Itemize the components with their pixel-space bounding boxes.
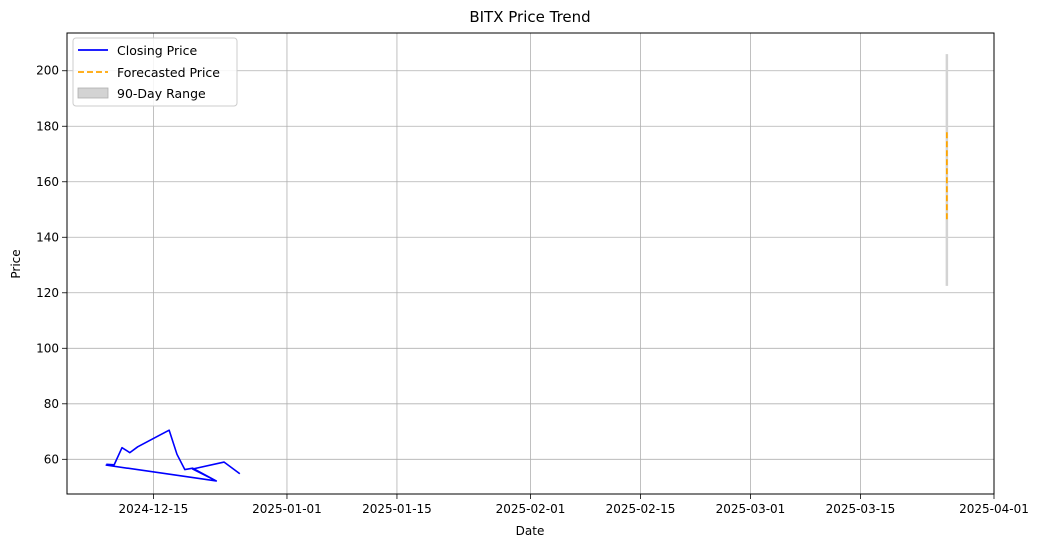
series-layer [105, 131, 948, 482]
y-axis-label: Price [9, 249, 23, 278]
legend-forecasted-price-label: Forecasted Price [117, 65, 220, 80]
y-tick-label-3: 120 [36, 286, 59, 300]
y-tick-label-6: 180 [36, 119, 59, 133]
x-tick-label-1: 2025-01-01 [252, 502, 322, 516]
x-tick-label-3: 2025-02-01 [496, 502, 566, 516]
x-tick-label-7: 2025-04-01 [959, 502, 1029, 516]
legend-frame [72, 37, 238, 107]
legend-range-swatch [77, 87, 109, 99]
series-line-0 [105, 429, 241, 482]
legend: Closing Price Forecasted Price 90-Day Ra… [72, 37, 238, 107]
x-axis-label: Date [516, 524, 545, 538]
y-tick-label-7: 200 [36, 64, 59, 78]
x-tick-label-5: 2025-03-01 [716, 502, 786, 516]
y-tick-label-2: 100 [36, 341, 59, 355]
y-tick-label-0: 60 [44, 452, 59, 466]
x-tick-label-0: 2024-12-15 [119, 502, 189, 516]
y-tick-layer: 60 80 100 120 140 160 180 200 [36, 64, 67, 466]
chart-title: BITX Price Trend [469, 8, 590, 26]
x-tick-label-2: 2025-01-15 [362, 502, 432, 516]
x-tick-layer: 2024-12-15 2025-01-01 2025-01-15 2025-02-01… [119, 494, 1029, 516]
x-tick-label-6: 2025-03-15 [826, 502, 896, 516]
legend-closing-price-label: Closing Price [117, 43, 197, 58]
y-tick-label-1: 80 [44, 397, 59, 411]
x-tick-label-4: 2025-02-15 [606, 502, 676, 516]
y-tick-label-5: 160 [36, 175, 59, 189]
y-tick-label-4: 140 [36, 230, 59, 244]
legend-range-label: 90-Day Range [117, 86, 206, 101]
